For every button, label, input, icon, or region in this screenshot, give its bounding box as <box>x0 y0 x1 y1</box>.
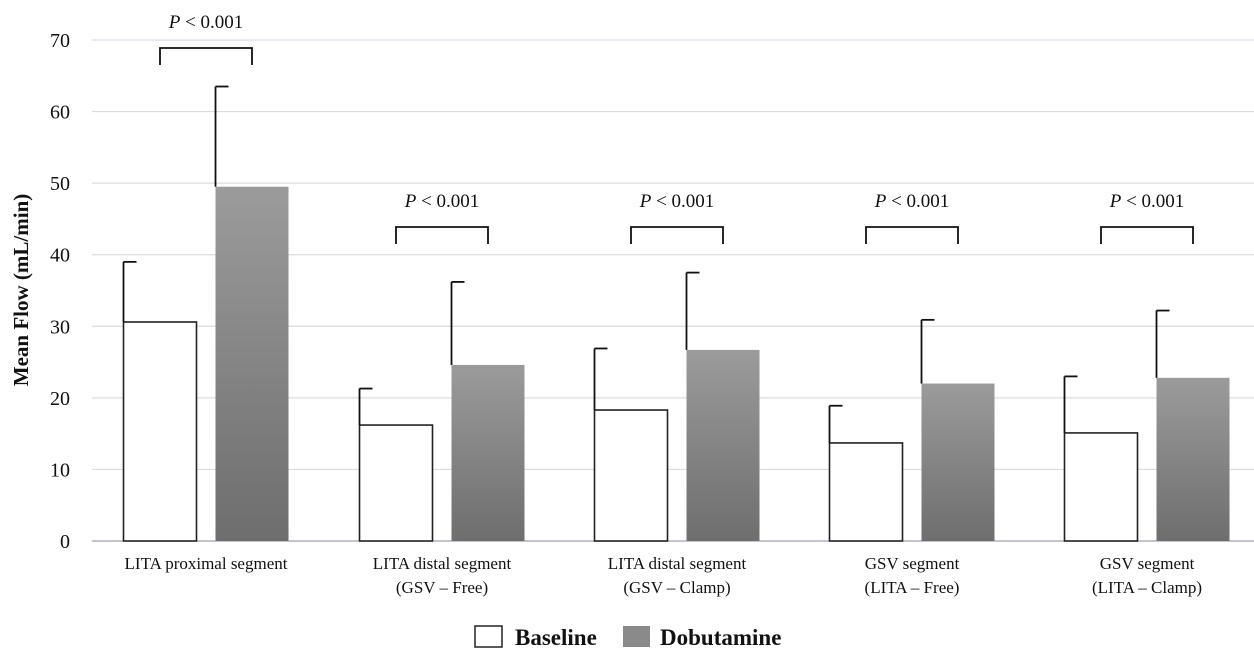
bar-dobutamine <box>686 349 760 541</box>
legend-swatch-baseline <box>474 625 503 648</box>
bar-dobutamine <box>1156 377 1230 541</box>
bar-dobutamine <box>215 186 289 541</box>
bar-baseline <box>122 321 198 542</box>
y-tick-label: 40 <box>50 245 70 267</box>
significance-brackets: P < 0.001 P < 0.001 P < 0.001 P < 0.001 P < … <box>159 12 1194 244</box>
y-tick-label: 60 <box>50 102 70 124</box>
bar-dobutamine <box>921 383 995 541</box>
x-tick-label: (LITA – Clamp) <box>1092 578 1202 597</box>
p-value-label: P < 0.001 <box>1109 191 1185 212</box>
x-tick-label: LITA distal segment <box>608 554 747 573</box>
x-tick-label: LITA distal segment <box>373 554 512 573</box>
y-tick-label: 0 <box>60 531 70 553</box>
bar-baseline <box>1063 432 1139 542</box>
significance-bracket <box>159 47 253 65</box>
legend-label-dobutamine: Dobutamine <box>660 625 781 649</box>
x-tick-label: LITA proximal segment <box>125 554 288 573</box>
x-tick-label: (LITA – Free) <box>865 578 960 597</box>
p-value-label: P < 0.001 <box>168 12 244 33</box>
p-value-label: P < 0.001 <box>874 191 950 212</box>
x-tick-label: (GSV – Clamp) <box>623 578 730 597</box>
error-bars <box>122 85 1170 443</box>
y-tick-label: 20 <box>50 388 70 410</box>
legend-swatch-dobutamine <box>623 626 650 647</box>
bar-baseline <box>593 409 669 542</box>
significance-bracket <box>630 226 724 244</box>
y-tick-label: 30 <box>50 316 70 338</box>
y-tick-label: 70 <box>50 30 70 52</box>
bar-dobutamine <box>451 364 525 541</box>
y-tick-label: 10 <box>50 459 70 481</box>
p-value-label: P < 0.001 <box>404 191 480 212</box>
significance-bracket <box>1100 226 1194 244</box>
x-tick-label: GSV segment <box>865 554 960 573</box>
x-axis-labels: LITA proximal segment LITA distal segment… <box>125 554 1203 597</box>
bar-baseline <box>828 442 904 542</box>
y-tick-label: 50 <box>50 173 70 195</box>
significance-bracket <box>865 226 959 244</box>
significance-bracket <box>395 226 489 244</box>
x-tick-label: GSV segment <box>1100 554 1195 573</box>
legend-label-baseline: Baseline <box>515 625 597 649</box>
bars <box>122 186 1230 542</box>
p-value-label: P < 0.001 <box>639 191 715 212</box>
legend: Baseline Dobutamine <box>474 625 781 650</box>
bar-baseline <box>358 424 434 542</box>
y-axis-label: Mean Flow (mL/min) <box>9 194 33 386</box>
y-axis-ticks: 0 10 20 30 40 50 60 70 <box>50 30 70 553</box>
x-tick-label: (GSV – Free) <box>396 578 488 597</box>
